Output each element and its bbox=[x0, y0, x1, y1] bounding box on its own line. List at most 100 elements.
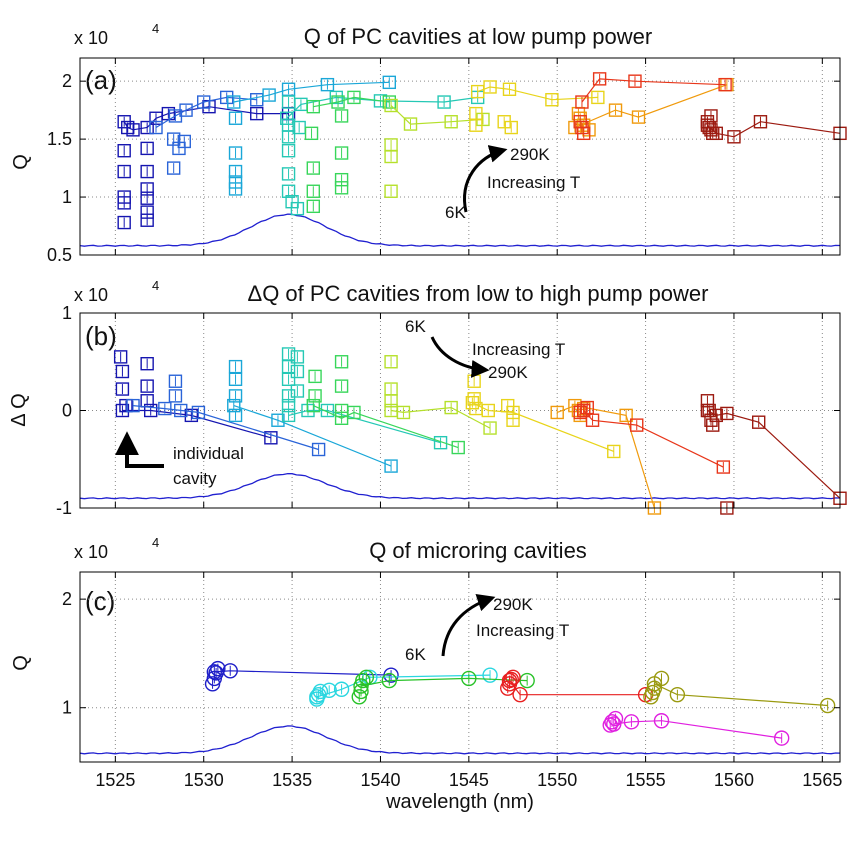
data-point bbox=[483, 421, 497, 435]
data-point bbox=[306, 199, 321, 214]
series-line bbox=[233, 405, 392, 467]
data-point bbox=[174, 403, 188, 418]
series-line bbox=[123, 106, 289, 131]
data-point bbox=[580, 400, 594, 415]
panel-c-ytick-label: 2 bbox=[62, 589, 72, 609]
data-point bbox=[773, 730, 790, 746]
panel-b-annotation-individual: individual bbox=[173, 444, 244, 463]
series-line bbox=[360, 677, 528, 687]
data-point bbox=[384, 459, 398, 473]
data-point bbox=[702, 403, 716, 418]
panel-a-multiplier-exponent: 4 bbox=[152, 21, 159, 36]
data-point bbox=[382, 95, 397, 109]
data-point bbox=[396, 405, 411, 420]
data-point bbox=[306, 184, 321, 198]
data-point bbox=[819, 697, 836, 714]
data-point bbox=[306, 161, 321, 175]
x-tick-label: 1530 bbox=[184, 770, 224, 790]
data-point bbox=[504, 120, 518, 135]
x-axis-label: wavelength (nm) bbox=[385, 791, 534, 813]
data-point bbox=[177, 134, 191, 149]
panel-b-annotation-increasing-t: Increasing T bbox=[472, 340, 565, 359]
panel-c-reference-curve bbox=[79, 725, 841, 755]
x-tick-label: 1525 bbox=[95, 770, 135, 790]
panel-b-annotation-290k: 290K bbox=[488, 363, 528, 382]
panel-b-yticks: -1 0 1 bbox=[56, 303, 840, 518]
data-point bbox=[706, 418, 720, 432]
data-point bbox=[706, 126, 720, 141]
data-point bbox=[631, 110, 646, 124]
data-point bbox=[506, 413, 520, 427]
data-point bbox=[113, 350, 128, 364]
panel-c-yticks: 12 bbox=[62, 572, 840, 762]
data-point bbox=[545, 93, 559, 107]
panel-c-annotation-increasing-t: Increasing T bbox=[476, 621, 569, 640]
panel-c-series bbox=[79, 660, 841, 755]
data-point bbox=[126, 398, 140, 413]
panel-c-annotation-290k: 290K bbox=[493, 595, 533, 614]
data-point bbox=[320, 403, 335, 418]
data-point bbox=[358, 669, 375, 686]
data-point bbox=[469, 401, 483, 416]
x-tick-label: 1535 bbox=[272, 770, 312, 790]
data-point bbox=[347, 90, 361, 105]
data-point bbox=[312, 683, 329, 700]
data-point bbox=[140, 213, 154, 227]
data-point bbox=[117, 144, 131, 158]
data-point bbox=[126, 123, 140, 137]
panel-c-title: Q of microring cavities bbox=[369, 538, 587, 563]
x-tick-label: 1565 bbox=[802, 770, 842, 790]
panel-b-arrow bbox=[430, 336, 490, 378]
data-point bbox=[281, 372, 296, 386]
x-tick-label: 1560 bbox=[714, 770, 754, 790]
data-point bbox=[228, 111, 243, 125]
data-point bbox=[483, 80, 497, 94]
data-point bbox=[334, 146, 349, 160]
data-point bbox=[329, 90, 343, 105]
data-point bbox=[119, 398, 133, 413]
panel-c: Q of microring cavities x 10 4 Q (c) 12 … bbox=[10, 535, 841, 763]
panel-a-arrow bbox=[463, 145, 508, 213]
data-point bbox=[117, 215, 131, 230]
data-point bbox=[444, 115, 458, 129]
panel-a-title: Q of PC cavities at low pump power bbox=[304, 24, 652, 49]
series-line bbox=[583, 410, 724, 468]
data-point bbox=[653, 713, 670, 729]
data-point bbox=[653, 670, 670, 687]
panel-b-annotation-cavity: cavity bbox=[173, 469, 217, 488]
data-point bbox=[140, 191, 154, 205]
data-point bbox=[550, 405, 564, 420]
data-point bbox=[227, 95, 241, 109]
data-point bbox=[577, 403, 591, 418]
panel-a-grid bbox=[80, 58, 840, 256]
data-point bbox=[512, 686, 528, 703]
data-point bbox=[308, 369, 322, 384]
data-point bbox=[608, 103, 623, 117]
data-point bbox=[630, 418, 644, 432]
data-point bbox=[704, 109, 718, 123]
panel-a-ylabel: Q bbox=[10, 154, 32, 170]
data-point bbox=[228, 372, 243, 386]
data-point bbox=[444, 400, 458, 415]
data-point bbox=[290, 364, 305, 379]
data-point bbox=[384, 184, 398, 198]
data-point bbox=[467, 392, 481, 406]
data-point bbox=[623, 714, 640, 730]
data-point bbox=[334, 181, 349, 195]
data-point bbox=[700, 394, 715, 408]
data-point bbox=[168, 389, 183, 403]
data-point bbox=[197, 95, 211, 109]
data-point bbox=[437, 95, 451, 109]
panel-a-annotation-increasing-t: Increasing T bbox=[487, 173, 580, 192]
panel-b-ytick-label: 0 bbox=[62, 401, 72, 421]
panel-a-annotations: 290K Increasing T 6K bbox=[445, 145, 580, 222]
data-point bbox=[384, 149, 398, 164]
data-point bbox=[716, 460, 731, 474]
x-axis-ticks: 1525 1530 1535 1540 1545 1550 1555 1560 1565 bbox=[95, 770, 842, 790]
panel-c-label: (c) bbox=[85, 586, 115, 616]
data-point bbox=[115, 364, 130, 379]
data-point bbox=[720, 406, 734, 421]
panel-a-ytick-label: 2 bbox=[62, 71, 72, 91]
series-line bbox=[390, 105, 484, 125]
data-point bbox=[751, 415, 766, 429]
